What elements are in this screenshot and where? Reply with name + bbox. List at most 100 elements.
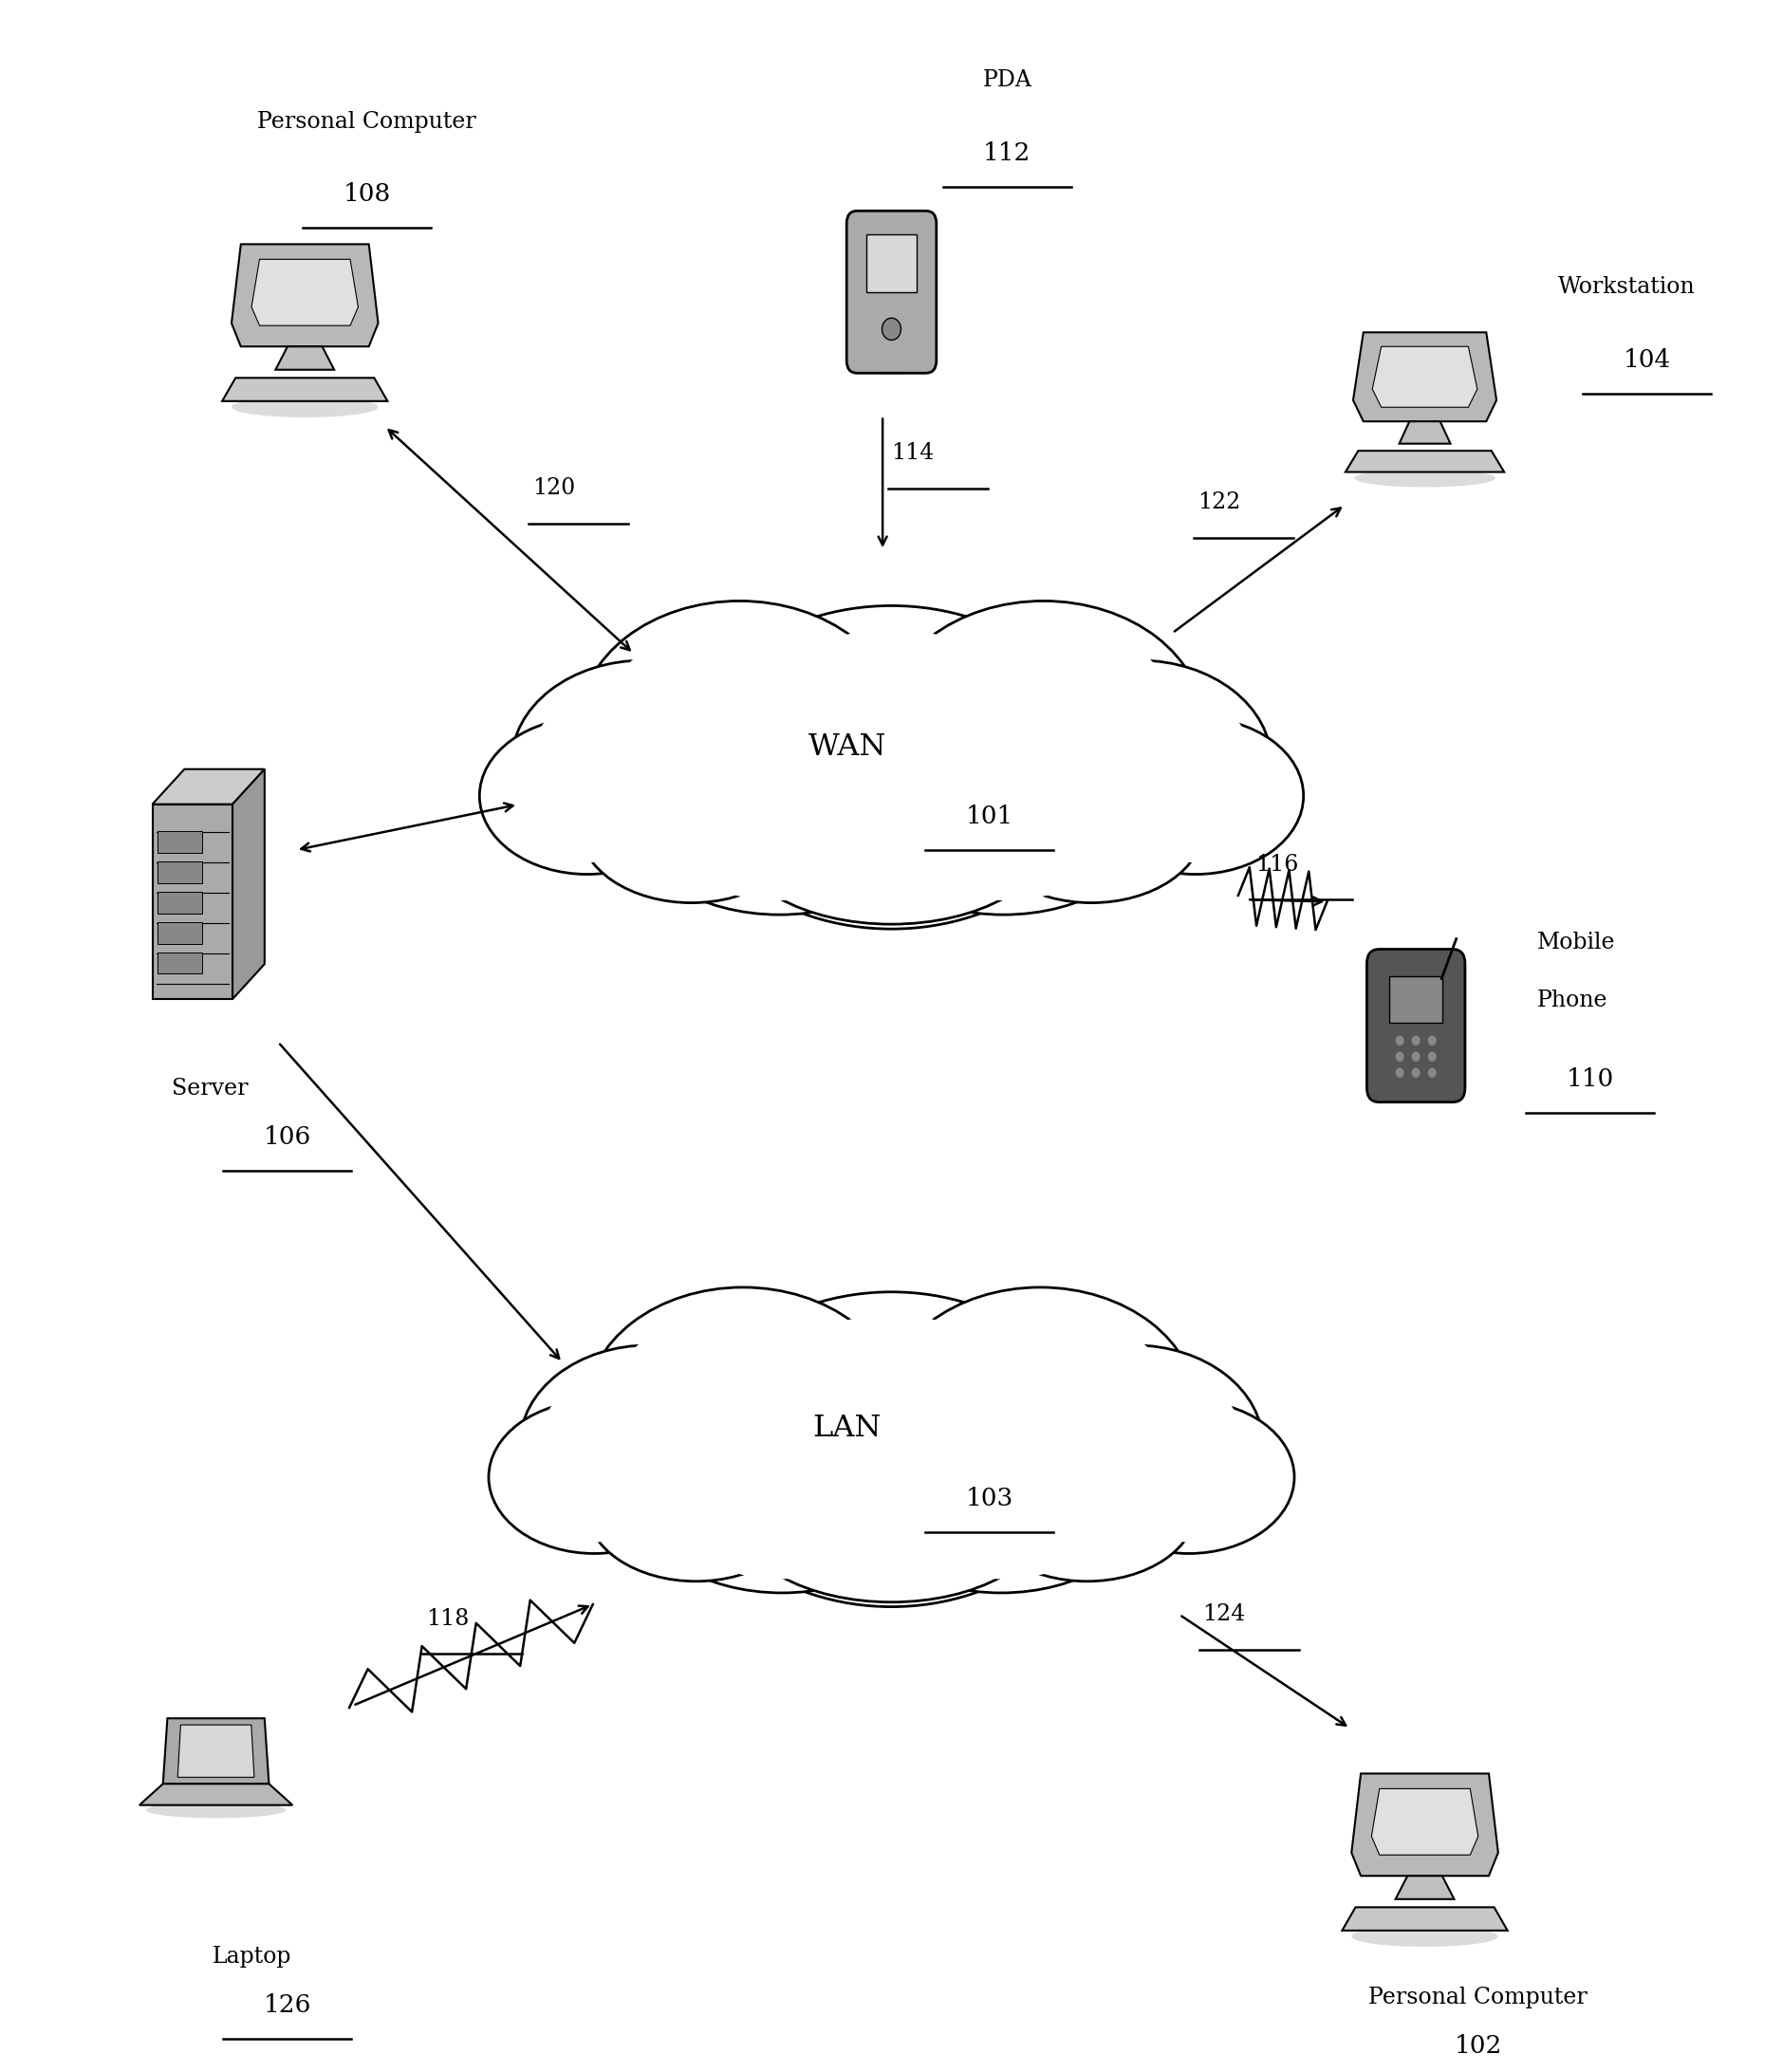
Text: 110: 110 bbox=[1565, 1067, 1614, 1090]
Circle shape bbox=[1412, 1036, 1421, 1046]
Ellipse shape bbox=[587, 1287, 899, 1527]
Polygon shape bbox=[152, 769, 264, 804]
Text: 112: 112 bbox=[982, 141, 1031, 166]
Ellipse shape bbox=[603, 620, 875, 829]
Ellipse shape bbox=[587, 1434, 806, 1581]
Polygon shape bbox=[232, 244, 378, 346]
Polygon shape bbox=[152, 804, 232, 999]
Bar bbox=[867, 234, 916, 292]
Circle shape bbox=[1412, 1067, 1421, 1077]
Circle shape bbox=[883, 319, 900, 340]
Ellipse shape bbox=[531, 675, 756, 850]
Ellipse shape bbox=[596, 762, 786, 891]
FancyBboxPatch shape bbox=[847, 211, 936, 373]
FancyBboxPatch shape bbox=[1368, 949, 1466, 1102]
Text: PDA: PDA bbox=[982, 70, 1032, 91]
Ellipse shape bbox=[660, 1421, 906, 1579]
Ellipse shape bbox=[579, 750, 804, 903]
Ellipse shape bbox=[877, 740, 1129, 901]
Ellipse shape bbox=[480, 717, 695, 874]
Ellipse shape bbox=[1088, 717, 1303, 874]
Text: 106: 106 bbox=[264, 1125, 310, 1148]
Ellipse shape bbox=[856, 1407, 1146, 1593]
Polygon shape bbox=[1373, 346, 1478, 408]
Circle shape bbox=[1428, 1067, 1437, 1077]
Ellipse shape bbox=[603, 1444, 790, 1571]
Text: Personal Computer: Personal Computer bbox=[1369, 1987, 1587, 2008]
Ellipse shape bbox=[856, 725, 1152, 914]
Ellipse shape bbox=[1007, 661, 1271, 864]
Bar bbox=[159, 891, 201, 914]
Polygon shape bbox=[1346, 452, 1505, 472]
Ellipse shape bbox=[688, 1293, 1095, 1606]
Circle shape bbox=[1396, 1067, 1403, 1077]
Ellipse shape bbox=[631, 725, 927, 914]
Polygon shape bbox=[139, 1784, 292, 1805]
Text: Workstation: Workstation bbox=[1558, 276, 1696, 298]
Text: 124: 124 bbox=[1202, 1604, 1246, 1627]
Text: Mobile: Mobile bbox=[1537, 932, 1615, 953]
Ellipse shape bbox=[1098, 1413, 1278, 1542]
Ellipse shape bbox=[1027, 675, 1252, 850]
Ellipse shape bbox=[993, 1444, 1180, 1571]
Ellipse shape bbox=[146, 1803, 285, 1819]
Text: 114: 114 bbox=[892, 441, 934, 464]
Bar bbox=[159, 831, 201, 854]
Ellipse shape bbox=[884, 1287, 1196, 1527]
Ellipse shape bbox=[496, 729, 679, 862]
Ellipse shape bbox=[715, 630, 1068, 905]
Bar bbox=[1389, 976, 1442, 1024]
Polygon shape bbox=[251, 259, 358, 325]
Polygon shape bbox=[223, 377, 387, 402]
Polygon shape bbox=[1371, 1788, 1478, 1854]
Polygon shape bbox=[1400, 421, 1450, 443]
Ellipse shape bbox=[610, 1305, 875, 1510]
Ellipse shape bbox=[877, 1421, 1123, 1579]
Ellipse shape bbox=[1352, 1925, 1498, 1948]
Text: Personal Computer: Personal Computer bbox=[257, 112, 476, 133]
Text: 120: 120 bbox=[533, 477, 576, 499]
Ellipse shape bbox=[756, 756, 1027, 910]
Polygon shape bbox=[276, 346, 333, 369]
Polygon shape bbox=[1343, 1906, 1507, 1931]
Ellipse shape bbox=[719, 1316, 1064, 1583]
Ellipse shape bbox=[683, 605, 1100, 928]
Circle shape bbox=[1396, 1036, 1403, 1046]
Polygon shape bbox=[178, 1724, 255, 1778]
Ellipse shape bbox=[979, 750, 1204, 903]
Ellipse shape bbox=[1355, 468, 1496, 487]
Polygon shape bbox=[162, 1718, 269, 1784]
Ellipse shape bbox=[637, 1407, 927, 1593]
Polygon shape bbox=[232, 769, 264, 999]
Ellipse shape bbox=[1082, 1401, 1294, 1554]
Ellipse shape bbox=[1023, 1359, 1245, 1529]
Ellipse shape bbox=[884, 601, 1204, 847]
Ellipse shape bbox=[758, 1440, 1025, 1589]
Ellipse shape bbox=[579, 601, 899, 847]
Text: 116: 116 bbox=[1255, 854, 1300, 874]
Ellipse shape bbox=[654, 740, 906, 901]
Bar bbox=[159, 862, 201, 883]
Text: Laptop: Laptop bbox=[212, 1946, 292, 1966]
Ellipse shape bbox=[735, 1426, 1048, 1602]
Polygon shape bbox=[1353, 332, 1496, 421]
Circle shape bbox=[1412, 1053, 1421, 1061]
Text: 108: 108 bbox=[344, 182, 390, 205]
Ellipse shape bbox=[505, 1413, 685, 1542]
Ellipse shape bbox=[977, 1434, 1196, 1581]
Text: 103: 103 bbox=[965, 1486, 1013, 1510]
Text: Phone: Phone bbox=[1537, 988, 1608, 1011]
Ellipse shape bbox=[731, 744, 1052, 924]
Polygon shape bbox=[1352, 1774, 1498, 1875]
Ellipse shape bbox=[1104, 729, 1287, 862]
Ellipse shape bbox=[489, 1401, 701, 1554]
Text: WAN: WAN bbox=[808, 731, 886, 760]
Ellipse shape bbox=[538, 1359, 760, 1529]
Ellipse shape bbox=[908, 620, 1180, 829]
Circle shape bbox=[1396, 1053, 1403, 1061]
Text: LAN: LAN bbox=[813, 1413, 881, 1444]
Ellipse shape bbox=[997, 762, 1187, 891]
Text: Server: Server bbox=[171, 1077, 248, 1098]
Text: 122: 122 bbox=[1196, 491, 1241, 514]
Ellipse shape bbox=[908, 1305, 1173, 1510]
